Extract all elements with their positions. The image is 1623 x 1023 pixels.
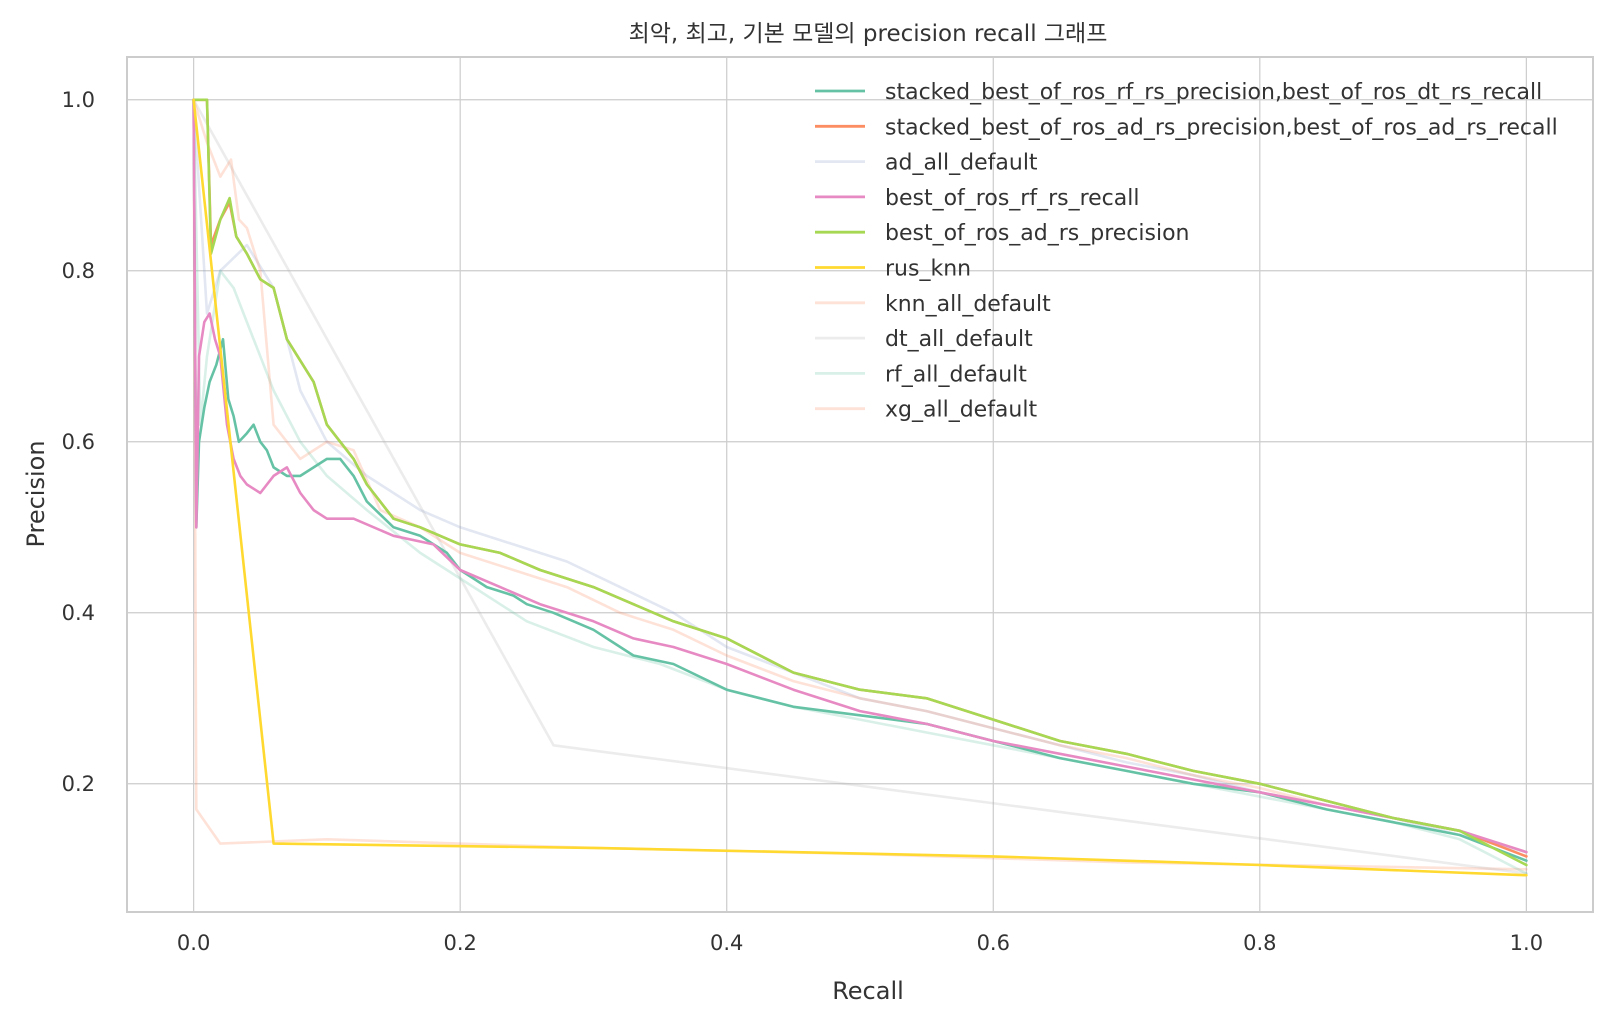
series-line-best-of-ros-ad-rs-precision — [192, 98, 1528, 867]
series-line-knn-all-default — [192, 98, 1528, 871]
x-axis-label: Recall — [832, 977, 904, 1005]
chart-title: 최악, 최고, 기본 모델의 precision recall 그래프 — [629, 21, 1108, 47]
series-line-xg-all-default — [192, 98, 1528, 854]
y-tick-label: 0.2 — [62, 772, 95, 796]
series-line-rus-knn — [192, 98, 1528, 877]
legend-label: dt_all_default — [885, 327, 1033, 352]
legend-label: knn_all_default — [885, 292, 1051, 317]
axes-frame — [126, 56, 1594, 913]
y-tick-label: 0.6 — [62, 430, 95, 454]
x-tick-label: 0.6 — [977, 931, 1010, 955]
legend-label: ad_all_default — [885, 151, 1038, 176]
x-tick-label: 0.2 — [443, 931, 476, 955]
x-tick-label: 0.8 — [1243, 931, 1276, 955]
y-tick-label: 0.4 — [62, 601, 95, 625]
legend-label: stacked_best_of_ros_rf_rs_precision,best… — [885, 80, 1542, 105]
x-tick-label: 0.4 — [710, 931, 743, 955]
y-axis-label: Precision — [22, 440, 50, 547]
y-tick-label: 0.8 — [62, 259, 95, 283]
x-tick-label: 1.0 — [1510, 931, 1543, 955]
series-line-stacked-best-of-ros-rf-rs-precision-best-of-ros-dt-rs-recall — [192, 98, 1528, 863]
x-tick-label: 0.0 — [177, 931, 210, 955]
legend-label: stacked_best_of_ros_ad_rs_precision,best… — [885, 115, 1558, 140]
series-line-rf-all-default — [192, 98, 1528, 875]
legend-label: xg_all_default — [885, 398, 1037, 423]
legend-label: best_of_ros_rf_rs_recall — [885, 186, 1139, 211]
y-tick-label: 1.0 — [62, 88, 95, 112]
legend-label: rus_knn — [885, 257, 971, 282]
legend-label: rf_all_default — [885, 362, 1027, 387]
plot-area: 0.0 0.2 0.4 0.6 0.8 1.0 0.2 0.4 0.6 0.8 1.0 — [62, 56, 1594, 955]
series-line-dt-all-default — [192, 98, 1528, 875]
legend: stacked_best_of_ros_rf_rs_precision,best… — [815, 80, 1558, 423]
legend-label: best_of_ros_ad_rs_precision — [885, 221, 1189, 246]
